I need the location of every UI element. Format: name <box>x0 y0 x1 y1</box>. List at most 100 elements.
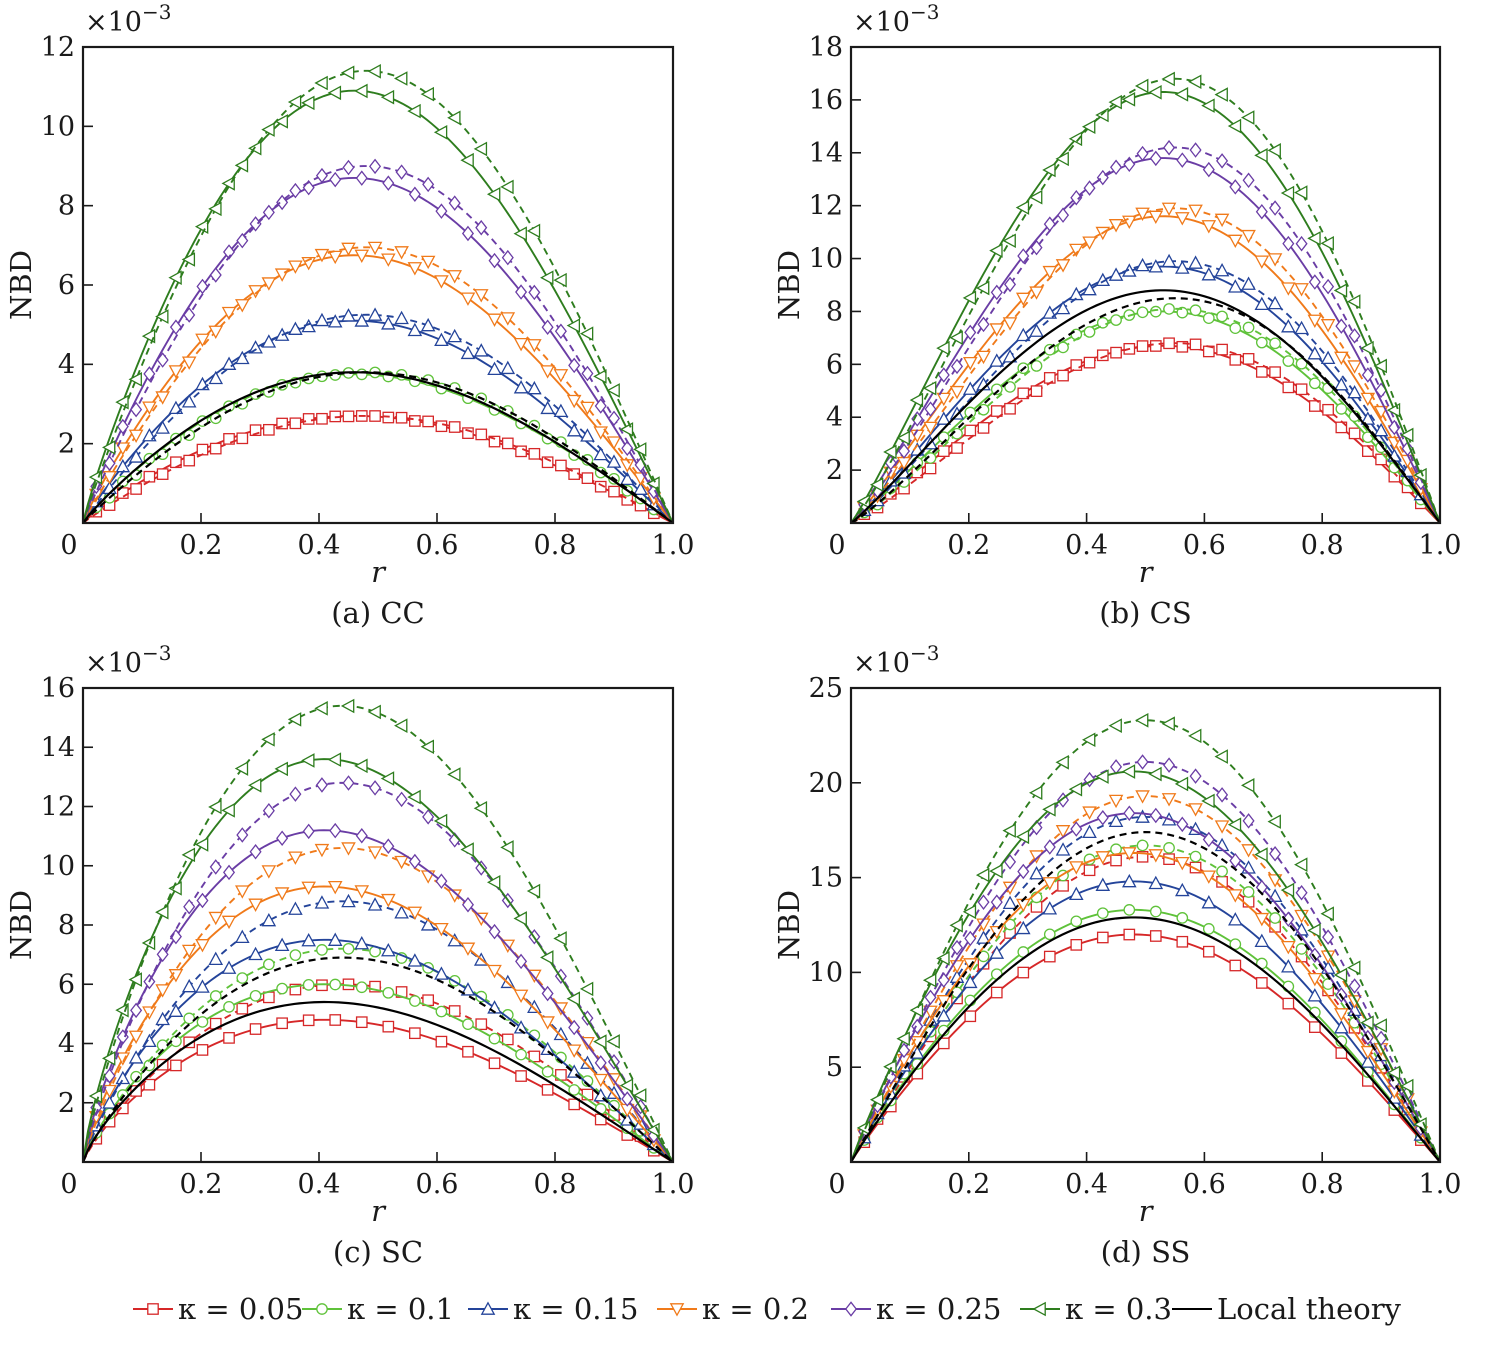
data-point-marker <box>1096 349 1109 362</box>
data-point-marker <box>1373 405 1389 420</box>
data-point-marker <box>976 350 991 365</box>
data-point-marker <box>249 989 262 1002</box>
data-point-marker <box>1241 110 1255 125</box>
series-line-solid <box>850 852 1441 1163</box>
data-point-marker <box>155 984 170 998</box>
data-point-marker <box>209 859 222 875</box>
data-point-marker <box>989 863 1003 879</box>
data-point-marker <box>1188 728 1202 744</box>
series-line-dashed <box>850 297 1441 524</box>
data-point-marker <box>1295 383 1308 396</box>
data-point-marker <box>369 980 381 993</box>
data-point-marker <box>1083 180 1096 196</box>
data-point-marker <box>155 309 169 324</box>
data-point-marker <box>501 1009 514 1021</box>
data-point-marker <box>1043 372 1056 384</box>
data-point-marker <box>606 383 620 398</box>
legend-item-0.15: κ = 0.15 <box>468 1292 638 1326</box>
y-tick-label: 2 <box>826 455 843 486</box>
data-point-marker <box>977 894 990 910</box>
data-point-marker <box>1201 220 1217 234</box>
data-point-marker <box>1308 1021 1321 1033</box>
data-point-marker <box>475 428 488 441</box>
data-point-marker <box>962 381 978 395</box>
data-point-marker <box>314 312 330 327</box>
data-point-marker <box>541 1083 554 1096</box>
data-point-marker <box>1228 279 1243 293</box>
data-point-marker <box>1163 303 1175 315</box>
series-line-dashed <box>82 371 674 524</box>
data-point-marker <box>1335 403 1348 415</box>
data-point-marker <box>380 89 395 105</box>
legend-item-0.2: κ = 0.2 <box>657 1292 809 1326</box>
data-point-marker <box>409 1027 421 1040</box>
data-point-marker <box>1188 204 1203 219</box>
data-point-marker <box>1042 901 1058 915</box>
data-point-marker <box>580 401 595 416</box>
y-tick-label: 8 <box>826 296 843 327</box>
data-point-marker <box>394 718 408 733</box>
panel-caption: (b) CS <box>1099 596 1191 630</box>
data-point-marker <box>580 1055 595 1069</box>
legend-item-local: Local theory <box>1172 1292 1402 1326</box>
data-point-marker <box>408 186 421 203</box>
data-point-marker <box>289 182 302 199</box>
data-point-marker <box>1108 219 1124 233</box>
data-point-marker <box>367 241 383 256</box>
data-point-marker <box>342 942 355 955</box>
data-point-marker <box>1176 340 1189 353</box>
data-point-marker <box>936 392 952 407</box>
data-point-marker <box>1163 842 1175 854</box>
data-point-marker <box>1108 718 1122 733</box>
data-point-marker <box>1255 203 1268 220</box>
data-point-marker <box>1335 1047 1348 1059</box>
legend-label: κ = 0.25 <box>876 1292 1001 1326</box>
data-point-marker <box>407 262 423 276</box>
data-point-marker <box>302 1014 315 1027</box>
y-tick-label: 5 <box>826 1052 843 1083</box>
data-point-marker <box>101 440 116 455</box>
data-point-marker <box>382 838 395 854</box>
panel-caption: (d) SS <box>1101 1235 1191 1269</box>
data-point-marker <box>1242 353 1255 365</box>
y-tick-label: 10 <box>41 851 75 882</box>
data-point-marker <box>261 334 277 348</box>
data-point-marker <box>949 406 965 420</box>
series-kappa-0.15 <box>850 253 1441 524</box>
data-point-marker <box>261 732 275 747</box>
data-point-marker <box>1096 931 1109 944</box>
data-point-marker <box>447 270 462 284</box>
series-kappa-0.2 <box>82 241 674 524</box>
data-point-marker <box>1002 349 1018 363</box>
data-point-marker <box>381 893 396 908</box>
data-point-marker <box>116 418 129 435</box>
data-point-marker <box>924 452 937 464</box>
data-point-marker <box>1057 207 1070 223</box>
data-point-marker <box>1002 881 1018 896</box>
data-point-marker <box>1255 977 1268 989</box>
data-point-marker <box>911 1058 924 1070</box>
data-point-marker <box>1242 813 1255 829</box>
data-point-marker <box>1308 947 1321 963</box>
data-point-marker <box>1134 78 1149 94</box>
data-point-marker <box>540 365 555 379</box>
data-point-marker <box>526 223 541 239</box>
data-point-marker <box>1083 771 1096 788</box>
data-point-marker <box>316 412 328 425</box>
y-tick-label: 14 <box>41 732 75 763</box>
data-point-marker <box>156 352 169 368</box>
data-point-marker <box>1136 754 1149 770</box>
legend-label: κ = 0.3 <box>1065 1292 1172 1326</box>
data-point-marker <box>195 333 210 348</box>
data-point-marker <box>1148 210 1164 225</box>
data-point-marker <box>990 894 1003 910</box>
data-point-marker <box>964 424 977 437</box>
data-point-marker <box>1057 341 1069 354</box>
data-point-marker <box>235 350 250 365</box>
data-point-marker <box>236 232 249 249</box>
data-point-marker <box>488 1057 501 1070</box>
data-point-marker <box>1269 912 1281 924</box>
data-point-marker <box>262 802 275 819</box>
data-point-marker <box>1055 842 1071 856</box>
data-point-marker <box>1176 912 1189 924</box>
